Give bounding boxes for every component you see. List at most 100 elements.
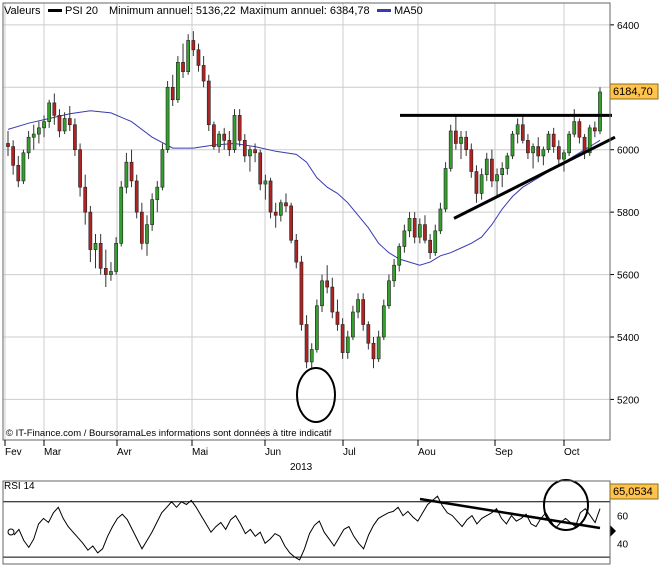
candle-down — [551, 133, 556, 147]
annotation-layer — [296, 113, 616, 423]
legend-valeurs: Valeurs — [4, 5, 41, 17]
candle-up — [381, 305, 386, 338]
candle-up — [315, 305, 319, 350]
candle-down — [201, 65, 206, 82]
candle-up — [263, 180, 268, 185]
legend-min: Minimum annuel: 5136,22 — [109, 5, 236, 17]
candle-down — [212, 124, 216, 147]
candle-down — [134, 180, 139, 213]
y-tick-label: 6400 — [617, 21, 640, 32]
candle-down — [412, 218, 417, 238]
candle-down — [428, 239, 432, 254]
candle-down — [469, 149, 474, 172]
candle-down — [474, 171, 479, 194]
x-axis: Fev Mar Avr Mai Jun Jul Aou Sep Oct — [4, 440, 580, 458]
candle-down — [57, 115, 62, 132]
rsi-value-tag-bg — [609, 483, 659, 500]
candle-down — [299, 261, 304, 325]
candle-up — [42, 121, 46, 129]
candle-down — [304, 324, 309, 363]
legend-series-name: PSI 20 — [65, 5, 98, 17]
candle-up — [155, 186, 160, 200]
x-tick-label: Mar — [44, 447, 62, 458]
y-tick-label: 5800 — [617, 208, 640, 219]
candle-up — [37, 127, 41, 135]
candle-up — [351, 311, 355, 338]
grid: 5200540056005800600062006400 — [3, 3, 640, 440]
candle-up — [376, 336, 381, 360]
x-tick-label: Avr — [117, 447, 132, 458]
candle-up — [119, 186, 124, 244]
candle-up — [31, 133, 36, 138]
candle-down — [330, 286, 335, 313]
candle-up — [21, 152, 26, 182]
candle-up — [392, 264, 396, 282]
rsi-trendline — [419, 497, 601, 530]
y-tick-label: 5400 — [617, 333, 640, 344]
candle-down — [253, 149, 257, 154]
rsi-title: RSI 14 — [4, 481, 35, 492]
candle-down — [325, 280, 330, 288]
candle-down — [73, 124, 77, 151]
x-tick-label: Jun — [265, 447, 281, 458]
candle-down — [67, 118, 72, 126]
rsi-highlight-circle — [543, 479, 589, 531]
candle-down — [6, 143, 10, 147]
candle-up — [433, 230, 438, 254]
candle-down — [258, 152, 263, 185]
last-price-tag-bg — [609, 83, 659, 100]
candle-down — [577, 121, 582, 138]
candle-down — [464, 136, 469, 151]
candle-down — [490, 158, 494, 182]
candle-down — [11, 146, 15, 166]
candle-down — [103, 268, 108, 275]
candle-down — [206, 80, 211, 126]
candle-up — [176, 62, 180, 101]
x-tick-label: Fev — [5, 447, 22, 458]
support-trendline — [453, 135, 616, 220]
candles-layer — [6, 31, 602, 369]
candle-down — [273, 211, 278, 216]
candle-up — [505, 155, 510, 169]
candle-up — [598, 91, 602, 132]
candle-up — [515, 124, 520, 135]
candle-up — [356, 299, 360, 313]
candle-down — [227, 140, 232, 151]
legend-max: Maximum annuel: 6384,78 — [240, 5, 370, 17]
candle-down — [366, 324, 371, 344]
candle-up — [186, 40, 191, 72]
candle-down — [78, 149, 82, 188]
rsi-origin-marker — [7, 528, 15, 536]
candle-down — [83, 186, 88, 213]
candle-up — [150, 199, 154, 225]
ma50-layer — [7, 110, 601, 266]
rsi-value-tag: 65,0534 — [613, 486, 653, 498]
candle-down — [98, 243, 103, 269]
x-tick-label: Sep — [495, 447, 513, 458]
candle-up — [443, 168, 448, 210]
legend-ma-name: MA50 — [394, 5, 423, 17]
candle-down — [423, 224, 427, 241]
candle-up — [407, 218, 412, 232]
candle-up — [320, 280, 324, 307]
candle-up — [438, 208, 443, 232]
candle-up — [109, 271, 113, 275]
candle-up — [124, 161, 129, 188]
rsi-axis-marker — [610, 525, 616, 537]
candle-up — [541, 149, 546, 157]
price-panel-frame — [2, 2, 611, 441]
candle-up — [417, 224, 422, 238]
candle-down — [593, 127, 597, 132]
candle-up — [500, 168, 505, 175]
candle-up — [510, 133, 515, 157]
candle-down — [284, 202, 288, 207]
candle-up — [93, 243, 98, 250]
candle-down — [340, 324, 345, 353]
candle-up — [232, 115, 237, 151]
y-tick-label: 5600 — [617, 271, 640, 282]
candle-up — [217, 133, 221, 147]
highlight-circle-low — [296, 367, 336, 423]
candle-down — [196, 49, 201, 66]
candle-down — [520, 124, 525, 141]
